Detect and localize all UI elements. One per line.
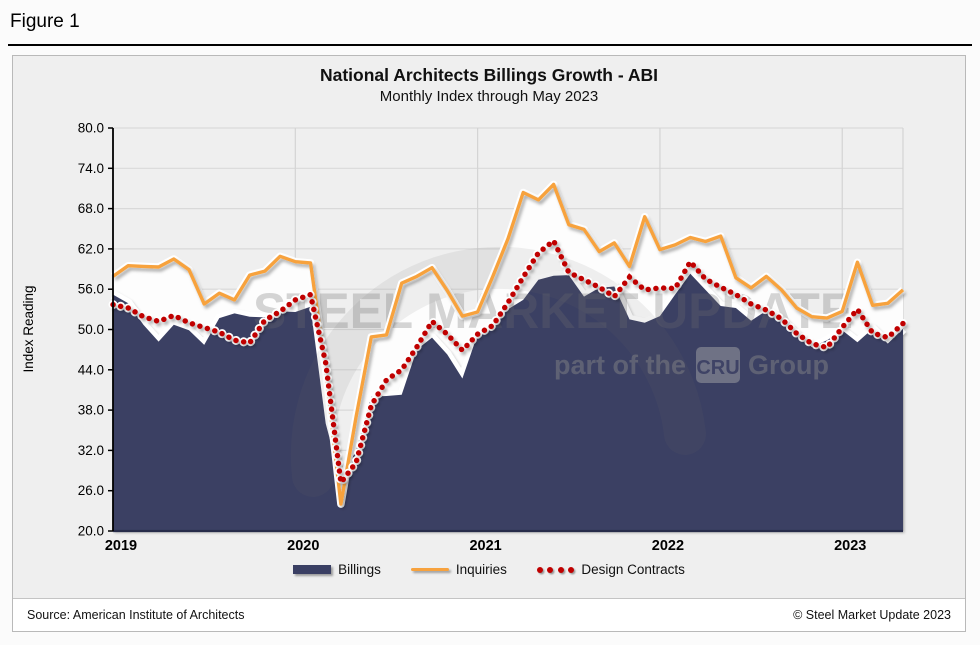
y-tick-label: 74.0 [78, 161, 104, 176]
legend-item-design-contracts: Design Contracts [536, 562, 685, 577]
figure-label: Figure 1 [10, 11, 80, 32]
y-tick-label: 56.0 [78, 282, 104, 297]
chart-title: National Architects Billings Growth - AB… [319, 65, 659, 85]
design-contracts-swatch-icon [536, 566, 575, 573]
source-text: Source: American Institute of Architects [27, 608, 245, 622]
legend-label-inquiries: Inquiries [455, 562, 507, 577]
legend-label-billings: Billings [338, 562, 381, 577]
legend: Billings Inquiries Design Contracts [13, 562, 965, 577]
y-tick-label: 38.0 [78, 403, 104, 418]
chart-subtitle: Monthly Index through May 2023 [379, 88, 599, 105]
footer-band: Source: American Institute of Architects… [13, 598, 965, 631]
x-tick-label: 2022 [652, 538, 684, 554]
y-tick-label: 80.0 [78, 121, 104, 136]
y-tick-label: 32.0 [78, 443, 104, 458]
y-tick-label: 62.0 [78, 241, 104, 256]
x-tick-label: 2020 [287, 538, 319, 554]
top-rule [8, 44, 972, 46]
svg-text:part of the: part of the [554, 350, 686, 380]
x-tick-label: 2023 [834, 538, 866, 554]
billings-swatch-icon [293, 565, 332, 574]
y-tick-label: 44.0 [78, 362, 104, 377]
svg-text:Group: Group [748, 350, 829, 380]
x-tick-label: 2019 [105, 538, 137, 554]
y-tick-label: 68.0 [78, 201, 104, 216]
y-tick-label: 50.0 [78, 322, 104, 337]
inquiries-swatch-icon [410, 567, 449, 572]
svg-text:CRU: CRU [696, 357, 739, 379]
legend-label-design-contracts: Design Contracts [581, 562, 685, 577]
y-tick-label: 20.0 [78, 524, 104, 539]
legend-item-inquiries: Inquiries [410, 562, 507, 577]
y-tick-label: 26.0 [78, 483, 104, 498]
y-axis-label: Index Reading [21, 285, 36, 372]
copyright-text: © Steel Market Update 2023 [793, 608, 951, 622]
chart-panel: STEEL MARKET UPDATE part of the CRU Group 20… [12, 55, 966, 632]
legend-item-billings: Billings [293, 562, 381, 577]
x-tick-label: 2021 [469, 538, 501, 554]
